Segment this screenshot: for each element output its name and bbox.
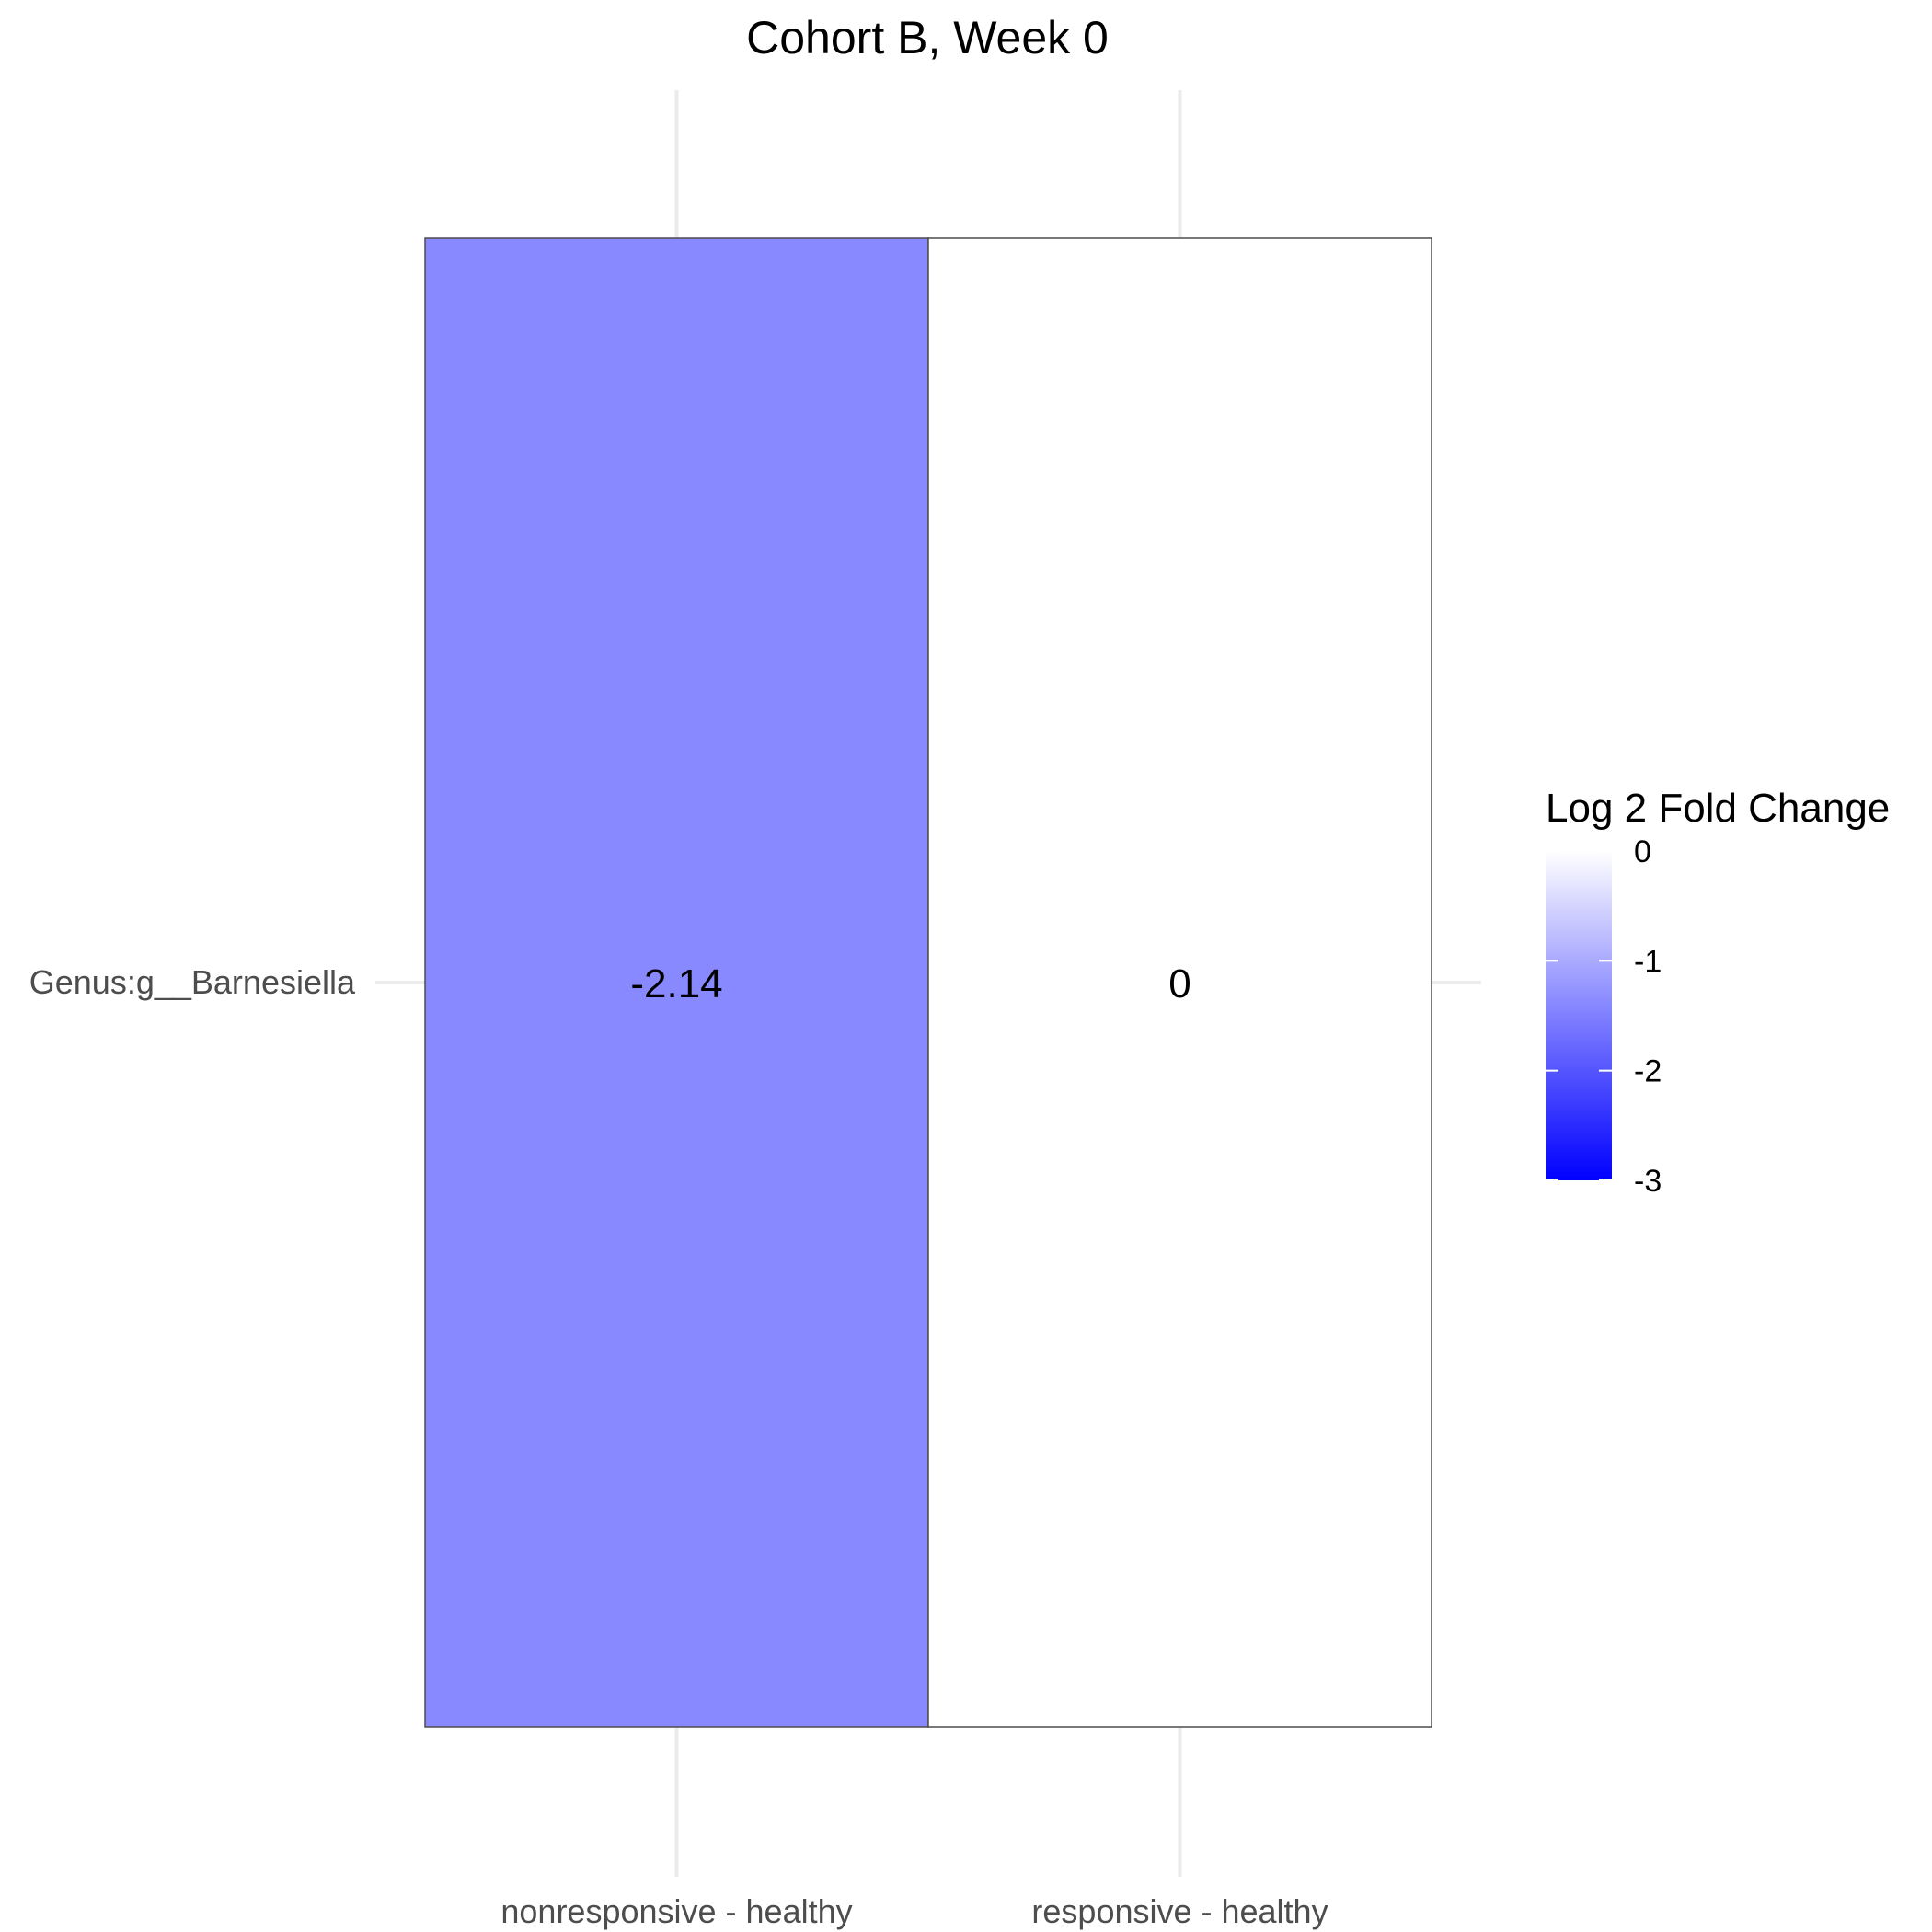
legend-tick-label: -2 (1634, 1054, 1662, 1089)
chart-title: Cohort B, Week 0 (746, 12, 1109, 63)
heatmap-cell (927, 237, 1432, 1728)
legend-title: Log 2 Fold Change (1546, 786, 1890, 831)
legend-tick-label: 0 (1634, 834, 1651, 869)
heatmap-cell (424, 237, 929, 1728)
heatmap-cells (424, 237, 1432, 1728)
cell-value-label: -2.14 (630, 961, 722, 1006)
color-legend: Log 2 Fold Change 0 -1 -2 -3 (1546, 786, 1890, 1199)
x-tick-label: nonresponsive - healthy (500, 1892, 852, 1930)
y-tick-label: Genus:g__Barnesiella (29, 963, 356, 1001)
x-tick-label: responsive - healthy (1031, 1892, 1328, 1930)
legend-ticks: 0 -1 -2 -3 (1546, 834, 1662, 1199)
cell-value-labels: -2.14 0 (630, 961, 1190, 1006)
cell-value-label: 0 (1168, 961, 1190, 1006)
x-axis: nonresponsive - healthy responsive - heal… (500, 1892, 1328, 1930)
legend-tick-label: -1 (1634, 944, 1662, 979)
y-axis: Genus:g__Barnesiella (29, 963, 356, 1001)
legend-color-bar (1546, 851, 1612, 1180)
legend-tick-label: -3 (1634, 1164, 1662, 1199)
